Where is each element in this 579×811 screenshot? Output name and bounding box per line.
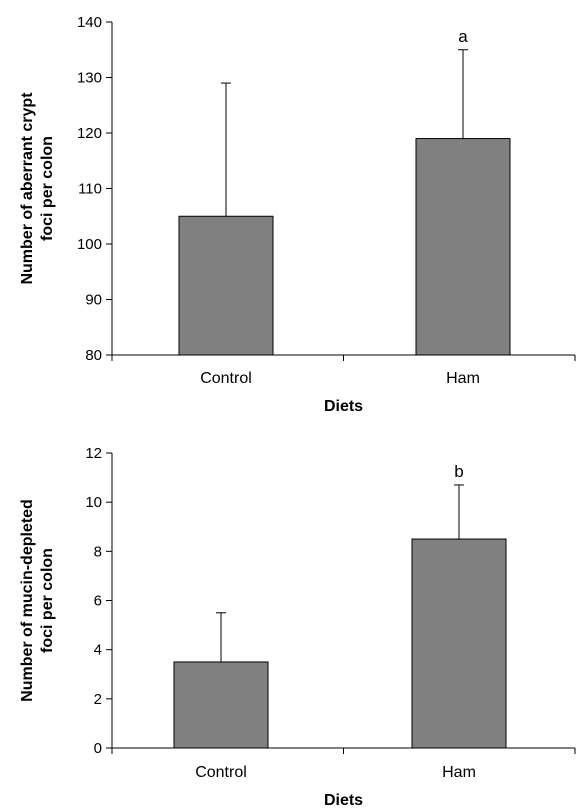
y-tick-label: 0 <box>94 740 102 757</box>
x-axis-title: Diets <box>324 792 363 809</box>
bar-ham <box>415 138 511 356</box>
significance-label: a <box>458 27 468 46</box>
y-tick-label: 4 <box>94 642 102 659</box>
y-tick-label: 100 <box>77 236 102 253</box>
y-axis-title-line: Number of mucin-depleted <box>19 499 36 702</box>
x-axis-title: Diets <box>324 398 363 415</box>
bar-control <box>173 661 269 749</box>
y-axis-title: Number of aberrant crypt foci per colon <box>19 92 56 285</box>
y-axis-title-line: foci per colon <box>39 548 56 653</box>
y-tick-label: 90 <box>85 292 102 309</box>
y-axis-title-line: Number of aberrant crypt <box>19 92 36 285</box>
y-tick-label: 140 <box>77 14 102 31</box>
y-tick-label: 8 <box>94 543 102 560</box>
x-tick-label: Control <box>195 764 247 781</box>
x-tick-label: Ham <box>442 764 476 781</box>
y-tick-label: 2 <box>94 691 102 708</box>
significance-label: b <box>454 462 463 481</box>
bar-ham <box>411 538 507 749</box>
y-tick-label: 110 <box>78 181 102 198</box>
bar-control <box>178 215 274 356</box>
chart-1: 80 90 100 110 120 130 140 Control a Ham Diets Numbe… <box>19 14 576 415</box>
y-tick-label: 120 <box>77 125 102 142</box>
y-tick-label: 80 <box>85 347 102 364</box>
y-tick-label: 130 <box>77 70 102 87</box>
x-tick-label: Ham <box>446 370 480 387</box>
y-axis-title: Number of mucin-depleted foci per colon <box>19 499 56 702</box>
x-tick-label: Control <box>200 370 252 387</box>
y-axis-title-line: foci per colon <box>39 136 56 241</box>
chart-2: 0 2 4 6 8 10 12 Control b Ham Diets Number of mucin… <box>19 445 576 809</box>
y-tick-label: 10 <box>85 494 102 511</box>
y-tick-label: 6 <box>94 593 102 610</box>
y-tick-label: 12 <box>85 445 102 462</box>
